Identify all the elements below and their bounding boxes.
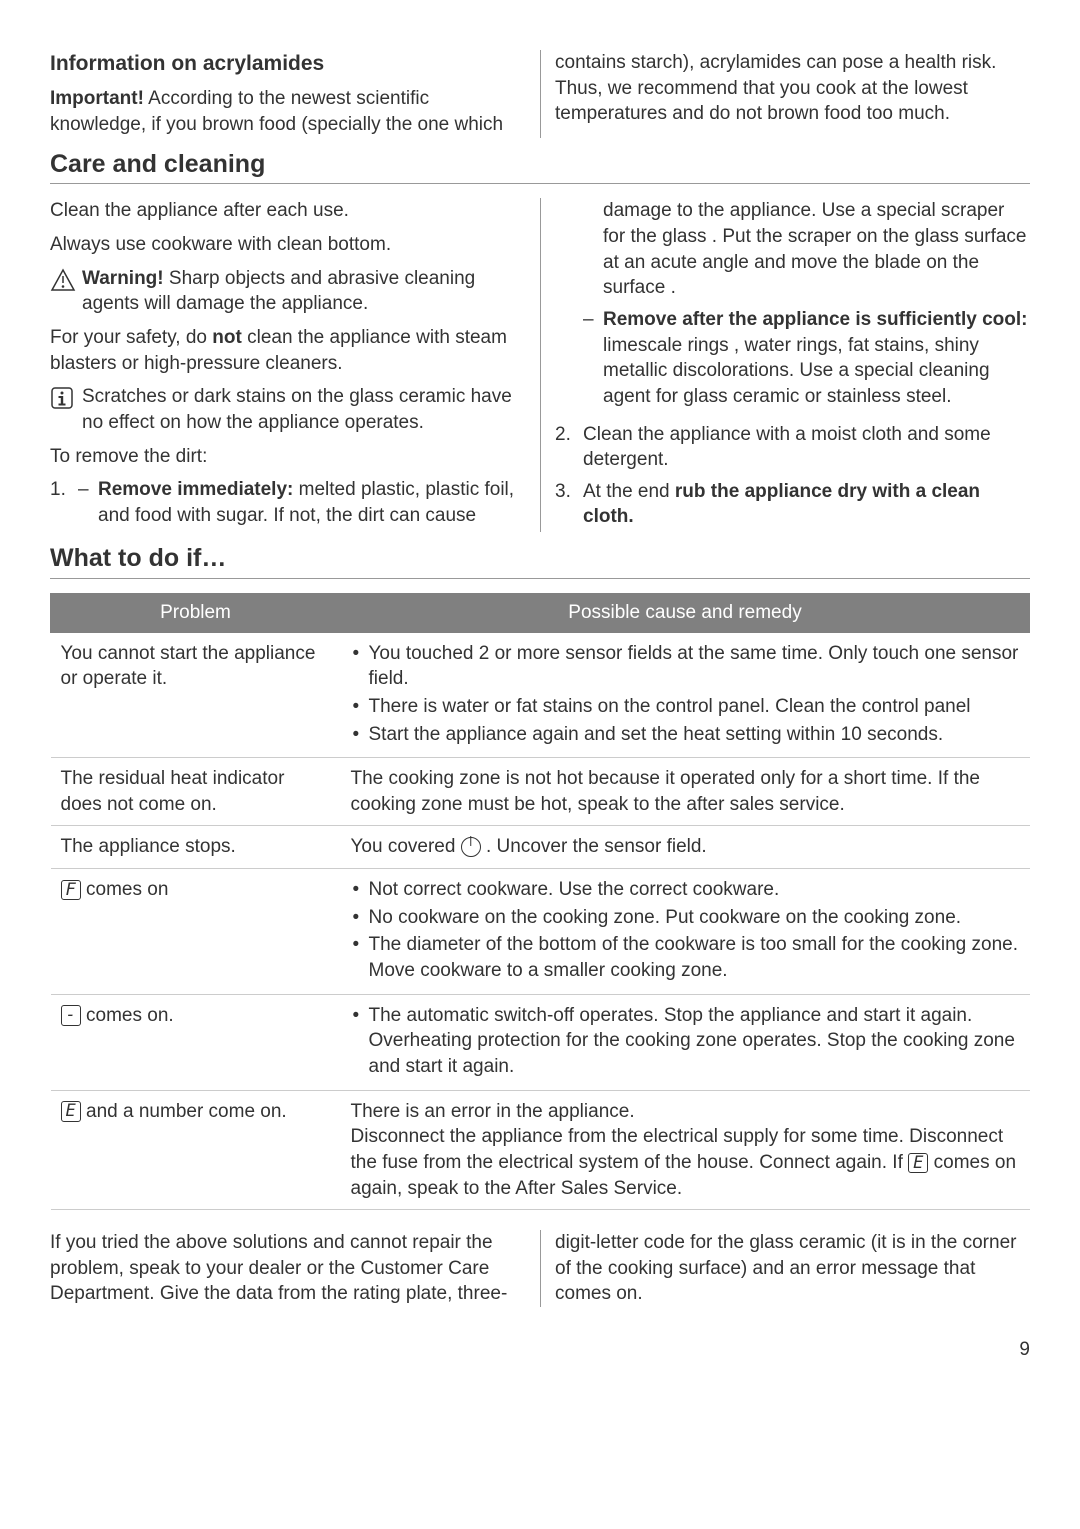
care-step-2: 2. Clean the appliance with a moist clot…	[555, 422, 1030, 473]
problem-cell: - comes on.	[51, 994, 341, 1090]
care-step-3: 3. At the end rub the appliance dry with…	[555, 479, 1030, 530]
page-number: 9	[50, 1337, 1030, 1363]
info-icon	[50, 386, 76, 410]
problem-cell: F comes on	[51, 869, 341, 995]
remove-label: To remove the dirt:	[50, 444, 525, 470]
problem-cell: The residual heat indicator does not com…	[51, 758, 341, 826]
remedy-cell: The automatic switch-off operates. Stop …	[341, 994, 1030, 1090]
acrylamides-section: Information on acrylamides Important! Ac…	[50, 50, 1030, 138]
care-section: Clean the appliance after each use. Alwa…	[50, 198, 1030, 532]
remedy-cell: You touched 2 or more sensor fields at t…	[341, 632, 1030, 758]
remedy-cell: You covered . Uncover the sensor field.	[341, 826, 1030, 869]
footer-text: If you tried the above solutions and can…	[50, 1230, 1030, 1307]
th-remedy: Possible cause and remedy	[341, 594, 1030, 633]
th-problem: Problem	[51, 594, 341, 633]
power-icon	[461, 837, 481, 857]
remedy-cell: Not correct cookware. Use the correct co…	[341, 869, 1030, 995]
problem-cell: You cannot start the appliance or operat…	[51, 632, 341, 758]
table-row: You cannot start the appliance or operat…	[51, 632, 1030, 758]
care-heading: Care and cleaning	[50, 148, 1030, 182]
section-divider-2	[50, 578, 1030, 579]
display-f-icon: F	[61, 880, 81, 901]
warning-label: Warning!	[82, 268, 164, 289]
table-row: The appliance stops. You covered . Uncov…	[51, 826, 1030, 869]
acrylamides-heading: Information on acrylamides	[50, 50, 525, 78]
what-footer: If you tried the above solutions and can…	[50, 1230, 1030, 1307]
care-intro2: Always use cookware with clean bottom.	[50, 232, 525, 258]
info-block: Scratches or dark stains on the glass ce…	[50, 384, 525, 435]
display-dash-icon: -	[61, 1005, 81, 1026]
display-e-icon-inline: E	[908, 1153, 928, 1174]
care-intro1: Clean the appliance after each use.	[50, 198, 525, 224]
important-label: Important!	[50, 88, 144, 109]
display-e-icon: E	[61, 1101, 81, 1122]
table-row: E and a number come on. There is an erro…	[51, 1090, 1030, 1210]
problem-cell: E and a number come on.	[51, 1090, 341, 1210]
table-row: - comes on. The automatic switch-off ope…	[51, 994, 1030, 1090]
table-row: F comes on Not correct cookware. Use the…	[51, 869, 1030, 995]
troubleshoot-table: Problem Possible cause and remedy You ca…	[50, 593, 1030, 1210]
section-divider	[50, 183, 1030, 184]
warning-continuation: For your safety, do not clean the applia…	[50, 325, 525, 376]
problem-cell: The appliance stops.	[51, 826, 341, 869]
what-heading: What to do if…	[50, 542, 1030, 576]
remedy-cell: The cooking zone is not hot because it o…	[341, 758, 1030, 826]
table-row: The residual heat indicator does not com…	[51, 758, 1030, 826]
info-text: Scratches or dark stains on the glass ce…	[82, 384, 525, 435]
warning-block: Warning! Sharp objects and abrasive clea…	[50, 266, 525, 317]
remedy-cell: There is an error in the appliance. Disc…	[341, 1090, 1030, 1210]
warning-icon	[50, 268, 76, 292]
warning-text-wrap: Warning! Sharp objects and abrasive clea…	[82, 266, 525, 317]
